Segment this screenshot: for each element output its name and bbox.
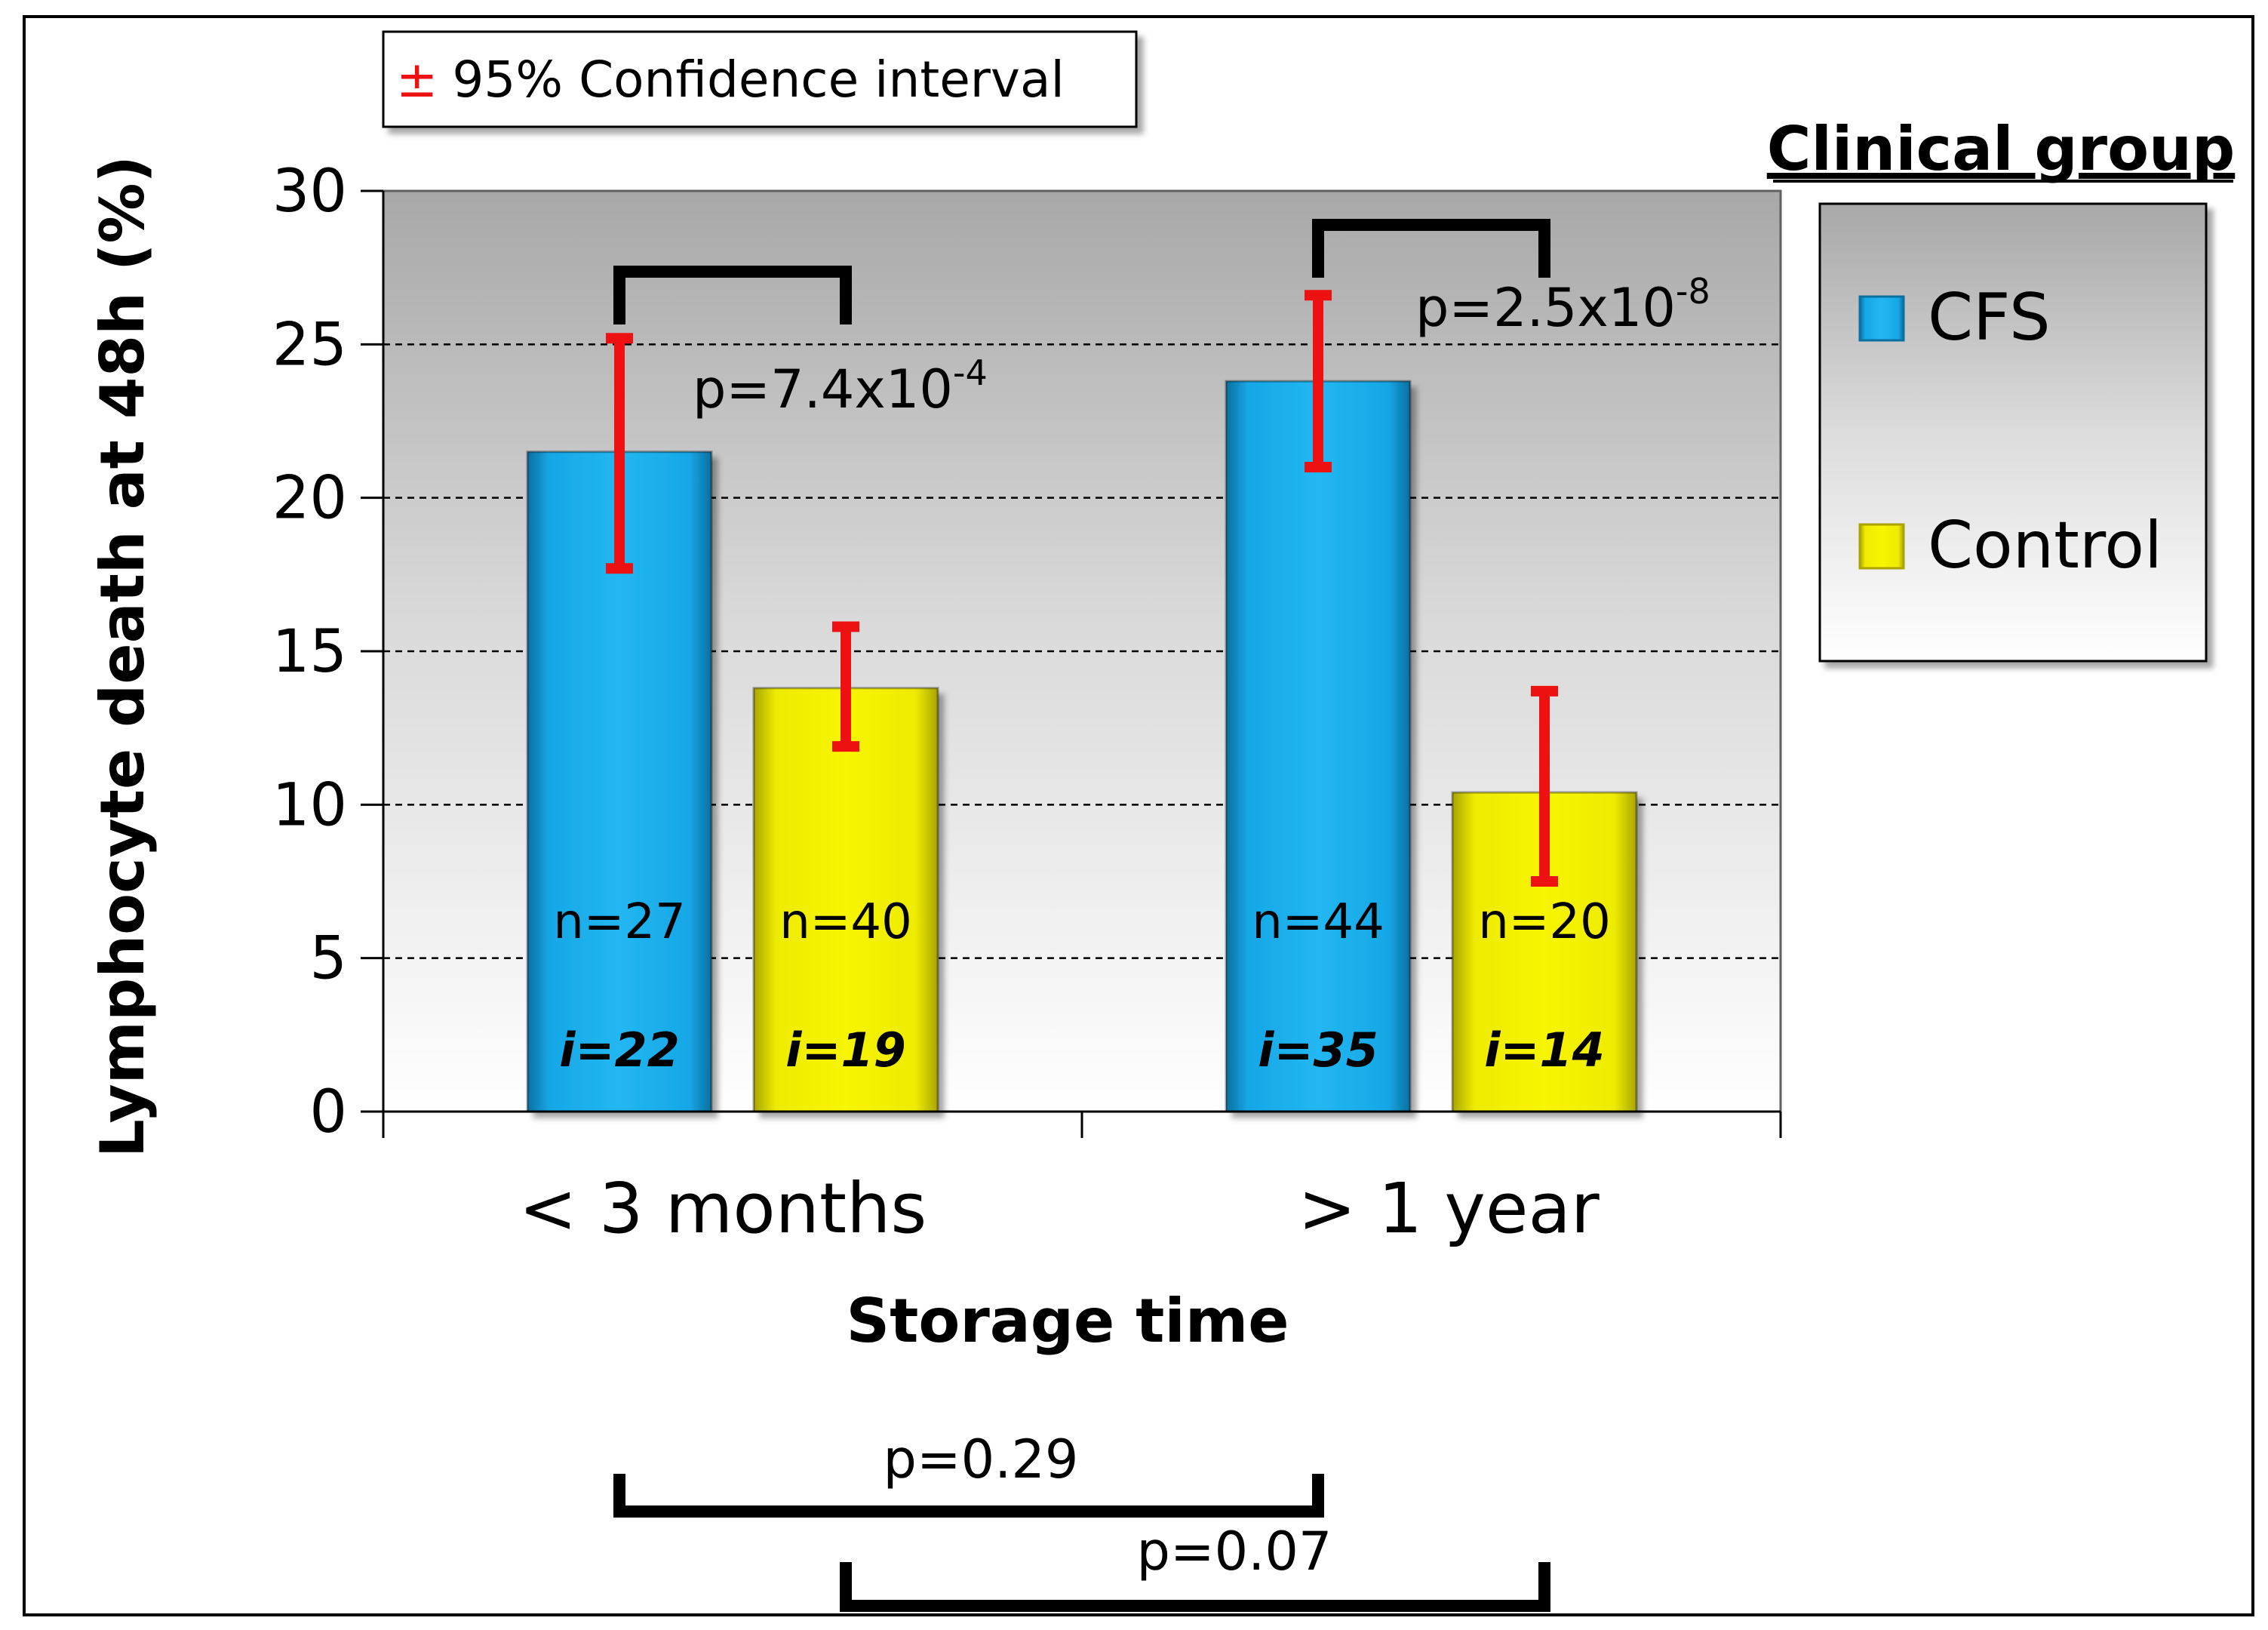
legend-box — [1818, 202, 2208, 663]
legend-swatch-control — [1858, 523, 1905, 570]
error-bar-control-0 — [832, 621, 859, 752]
p-value-over-1-year: p=2.5x10-8 — [1415, 271, 1710, 339]
i-label-control-0: i=19 — [785, 1023, 905, 1078]
n-label-cfs-1: n=44 — [1252, 894, 1384, 950]
p-value-over-1-year-base: p=2.5x10 — [1415, 277, 1676, 339]
ci-plus-minus-symbol: ± — [396, 51, 438, 109]
error-bar-cfs-0 — [606, 333, 633, 574]
y-tick-label: 30 — [272, 158, 347, 226]
y-tick-label: 0 — [309, 1078, 347, 1146]
bracket-within-1 — [1312, 219, 1550, 278]
bar-cfs-1 — [1225, 380, 1412, 1113]
p-value-cfs-storage: p=0.29 — [884, 1429, 1079, 1490]
y-tick-label: 25 — [272, 311, 347, 379]
p-value-under-3-months-base: p=7.4x10 — [693, 358, 953, 420]
p-value-control-storage: p=0.07 — [1137, 1521, 1332, 1582]
y-tick-label: 15 — [272, 618, 347, 686]
i-label-control-1: i=14 — [1484, 1023, 1604, 1078]
bar-control-0 — [752, 687, 939, 1113]
x-axis-title: Storage time — [847, 1286, 1289, 1356]
n-label-cfs-0: n=27 — [553, 894, 686, 950]
legend-label-control: Control — [1928, 508, 2162, 583]
p-value-over-1-year-exponent: -8 — [1676, 271, 1710, 312]
x-tick-label-over-1-year: > 1 year — [1298, 1168, 1600, 1249]
bar-labels: n=27 i=22 n=44 i=35 n=40 i=19 n=20 i=14 — [553, 894, 1611, 1078]
legend-label-cfs: CFS — [1928, 280, 2051, 355]
bracket-within-0 — [613, 266, 852, 324]
ci-note-text: 95% Confidence interval — [452, 51, 1064, 109]
error-bar-cfs-1 — [1305, 290, 1332, 472]
i-label-cfs-1: i=35 — [1258, 1023, 1378, 1078]
legend-swatch-cfs — [1858, 295, 1905, 342]
bracket-storage-control — [840, 1562, 1550, 1612]
n-label-control-1: n=20 — [1478, 894, 1611, 950]
significance-brackets — [613, 219, 1550, 1612]
y-tick-label: 10 — [272, 771, 347, 839]
n-label-control-0: n=40 — [779, 894, 912, 950]
i-label-cfs-0: i=22 — [559, 1023, 679, 1078]
y-tick-label: 20 — [272, 465, 347, 533]
y-tick-label: 5 — [309, 925, 347, 993]
error-bar-control-1 — [1531, 685, 1558, 887]
p-value-under-3-months-exponent: -4 — [953, 352, 988, 393]
x-tick-label-under-3-months: < 3 months — [519, 1168, 927, 1249]
y-axis-ticks: 0 5 10 15 20 25 30 — [272, 158, 383, 1146]
p-value-under-3-months: p=7.4x10-4 — [693, 352, 988, 420]
ci-note: ± 95% Confidence interval — [396, 51, 1065, 109]
error-bars — [606, 290, 1558, 887]
y-axis-title: Lymphocyte death at 48h (%) — [88, 155, 158, 1158]
legend-title: Clinical group — [1767, 114, 2236, 184]
bracket-storage-cfs — [613, 1474, 1324, 1518]
ci-note-box — [382, 30, 1138, 128]
